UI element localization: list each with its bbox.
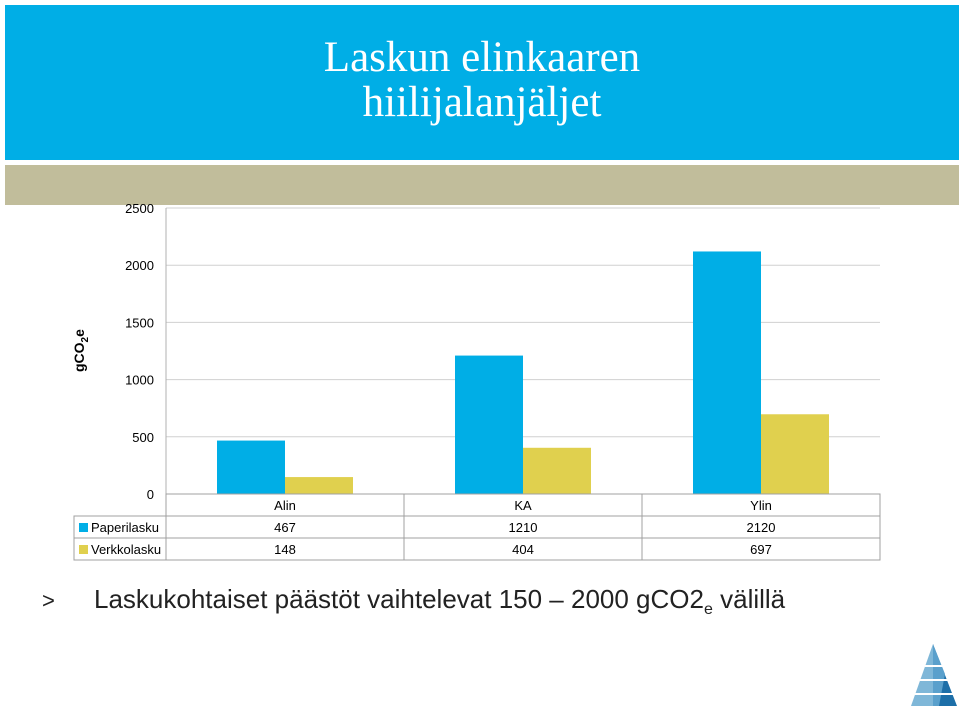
bars [217,251,829,494]
bar-verkkolasku-ylin [761,414,829,494]
title-line-2: hiilijalanjäljet [362,79,602,126]
legend-swatch [79,545,88,554]
bar-verkkolasku-ka [523,447,591,494]
bullet-marker: > [42,588,55,613]
bullet-subscript: e [703,601,713,619]
y-tick-label: 2000 [125,258,154,273]
data-label: 1210 [509,520,538,535]
y-tick-labels: 0 500 1000 1500 2000 2500 [125,201,154,502]
bar-paperilasku-ylin [693,251,761,494]
title-band: Laskun elinkaaren hiilijalanjäljet [5,5,959,160]
y-tick-label: 500 [132,430,154,445]
category-label: Alin [274,498,296,513]
y-axis-label-sub: 2 [80,336,91,342]
y-tick-label: 1000 [125,373,154,388]
bullet-tail: välillä [712,584,786,614]
legend-entry: Verkkolasku [91,542,161,557]
accent-band [5,165,959,205]
y-tick-label: 2500 [125,201,154,216]
data-label: 697 [750,542,772,557]
y-tick-label: 0 [147,487,154,502]
legend-swatch [79,523,88,532]
data-label: 148 [274,542,296,557]
bar-paperilasku-ka [455,355,523,494]
slide-title: Laskun elinkaaren hiilijalanjäljet [5,35,959,125]
title-line-1: Laskun elinkaaren [323,34,641,81]
y-axis-label-main: gCO [71,342,87,372]
data-label: 467 [274,520,296,535]
bar-paperilasku-alin [217,440,285,494]
pyramid-logo-icon [911,644,957,706]
bullet-text: Laskukohtaiset päästöt vaihtelevat 150 –… [94,584,704,614]
category-label: KA [514,498,532,513]
y-axis-label: gCO2e [71,329,91,372]
data-label: 2120 [747,520,776,535]
data-label: 404 [512,542,534,557]
data-table: Alin KA Ylin Paperilasku 467 1210 2120 Verkkola… [73,493,881,561]
category-label: Ylin [750,498,772,513]
bar-verkkolasku-alin [285,477,353,494]
y-axis-label-tail: e [71,329,87,337]
legend-entry: Paperilasku [91,520,159,535]
y-tick-label: 1500 [125,315,154,330]
bullet-line: > Laskukohtaiset päästöt vaihtelevat 150 … [42,584,785,619]
